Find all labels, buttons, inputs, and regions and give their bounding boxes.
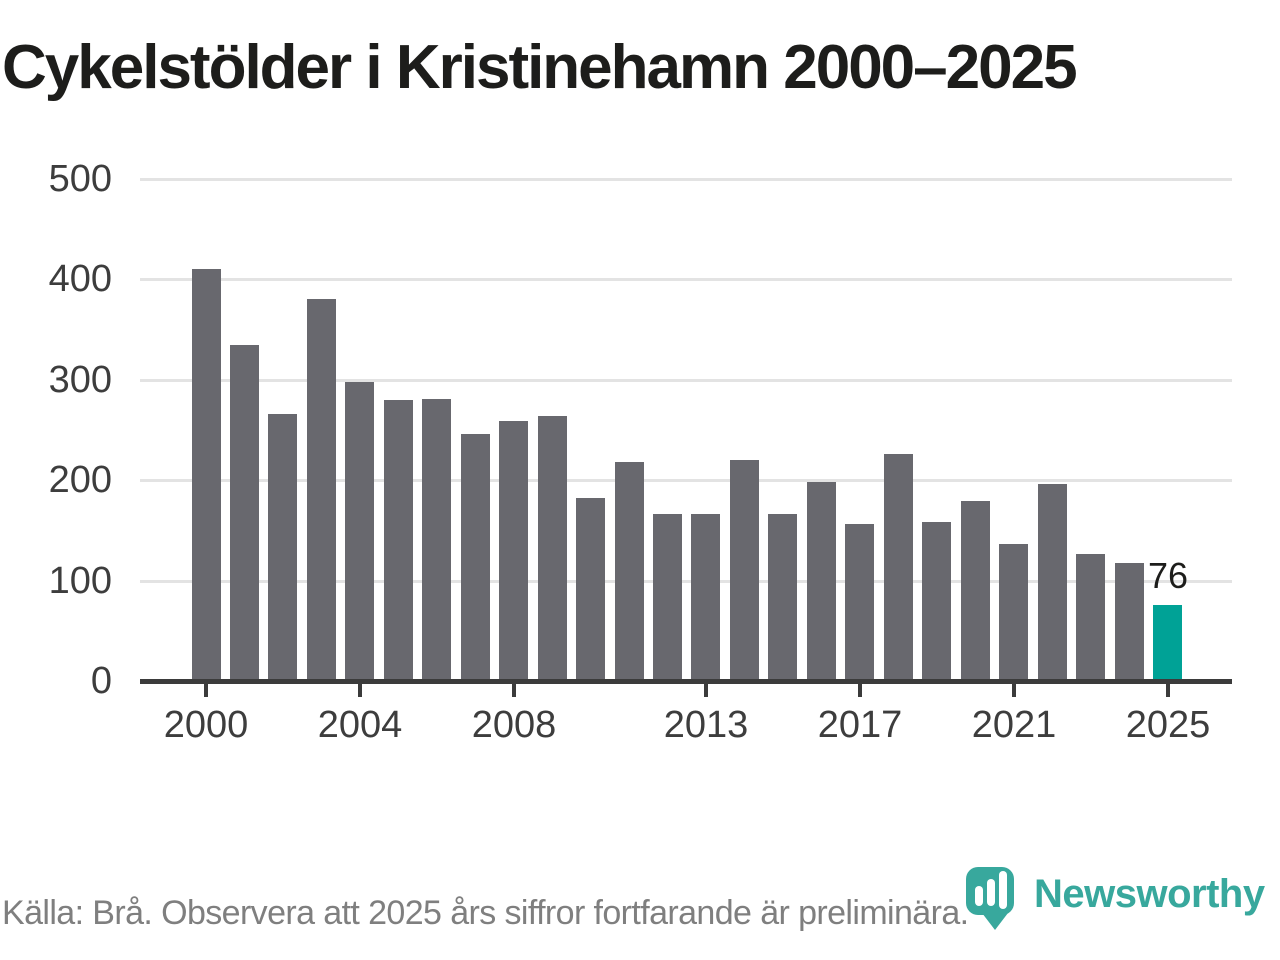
bar-2024	[1115, 563, 1144, 681]
x-axis-tick-2017	[858, 684, 862, 697]
logo-wordmark: Newsworthy	[1034, 872, 1265, 916]
y-axis-label-400: 400	[48, 258, 112, 300]
x-axis-tick-2013	[704, 684, 708, 697]
chart-title: Cykelstölder i Kristinehamn 2000–2025	[2, 33, 1078, 102]
x-axis-label-2000: 2000	[163, 704, 249, 746]
bar-2023	[1076, 554, 1105, 681]
gridline-200	[140, 479, 1232, 482]
bar-2020	[961, 501, 990, 681]
x-axis-label-2017: 2017	[817, 704, 903, 746]
bar-2005	[384, 400, 413, 681]
x-axis-label-2008: 2008	[471, 704, 557, 746]
logo-bubble-icon	[966, 867, 1014, 915]
bar-2022	[1038, 484, 1067, 681]
y-axis-label-100: 100	[48, 560, 112, 602]
x-axis-tick-2021	[1012, 684, 1016, 697]
bar-2014	[730, 460, 759, 681]
bar-2019	[922, 522, 951, 681]
y-axis-label-300: 300	[48, 359, 112, 401]
x-axis-line	[140, 679, 1232, 684]
logo-chart-bar-icon	[975, 886, 983, 906]
bar-2003	[307, 299, 336, 681]
bar-2008	[499, 421, 528, 681]
bar-2021	[999, 544, 1028, 681]
gridline-100	[140, 580, 1232, 583]
logo-bubble-tail	[982, 913, 1008, 930]
bar-2004	[345, 382, 374, 681]
bar-2016	[807, 482, 836, 681]
bar-2000	[192, 269, 221, 681]
x-axis-tick-2000	[204, 684, 208, 697]
y-axis-label-200: 200	[48, 459, 112, 501]
y-axis-label-500: 500	[48, 158, 112, 200]
bar-2010	[576, 498, 605, 681]
gridline-400	[140, 278, 1232, 281]
x-axis-label-2025: 2025	[1125, 704, 1211, 746]
bar-2007	[461, 434, 490, 681]
bar-2018	[884, 454, 913, 681]
x-axis-label-2004: 2004	[317, 704, 403, 746]
newsworthy-logo: Newsworthy	[966, 867, 1280, 947]
bar-2015	[768, 514, 797, 681]
bar-2012	[653, 514, 682, 681]
x-axis-tick-2025	[1166, 684, 1170, 697]
bar-2009	[538, 416, 567, 681]
bar-2011	[615, 462, 644, 681]
gridline-300	[140, 379, 1232, 382]
x-axis-label-2021: 2021	[971, 704, 1057, 746]
x-axis-tick-2004	[358, 684, 362, 697]
bar-2002	[268, 414, 297, 681]
logo-chart-bar-icon	[999, 871, 1007, 909]
bar-2017	[845, 524, 874, 681]
logo-chart-bar-icon	[987, 879, 995, 906]
bar-2001	[230, 345, 259, 681]
bar-2006	[422, 399, 451, 681]
x-axis-tick-2008	[512, 684, 516, 697]
gridline-500	[140, 178, 1232, 181]
highlight-value-label: 76	[1147, 555, 1189, 596]
bar-2013	[691, 514, 720, 681]
bar-2025	[1153, 605, 1182, 681]
x-axis-label-2013: 2013	[663, 704, 749, 746]
y-axis-label-0: 0	[90, 660, 112, 702]
source-note: Källa: Brå. Observera att 2025 års siffr…	[2, 894, 969, 932]
